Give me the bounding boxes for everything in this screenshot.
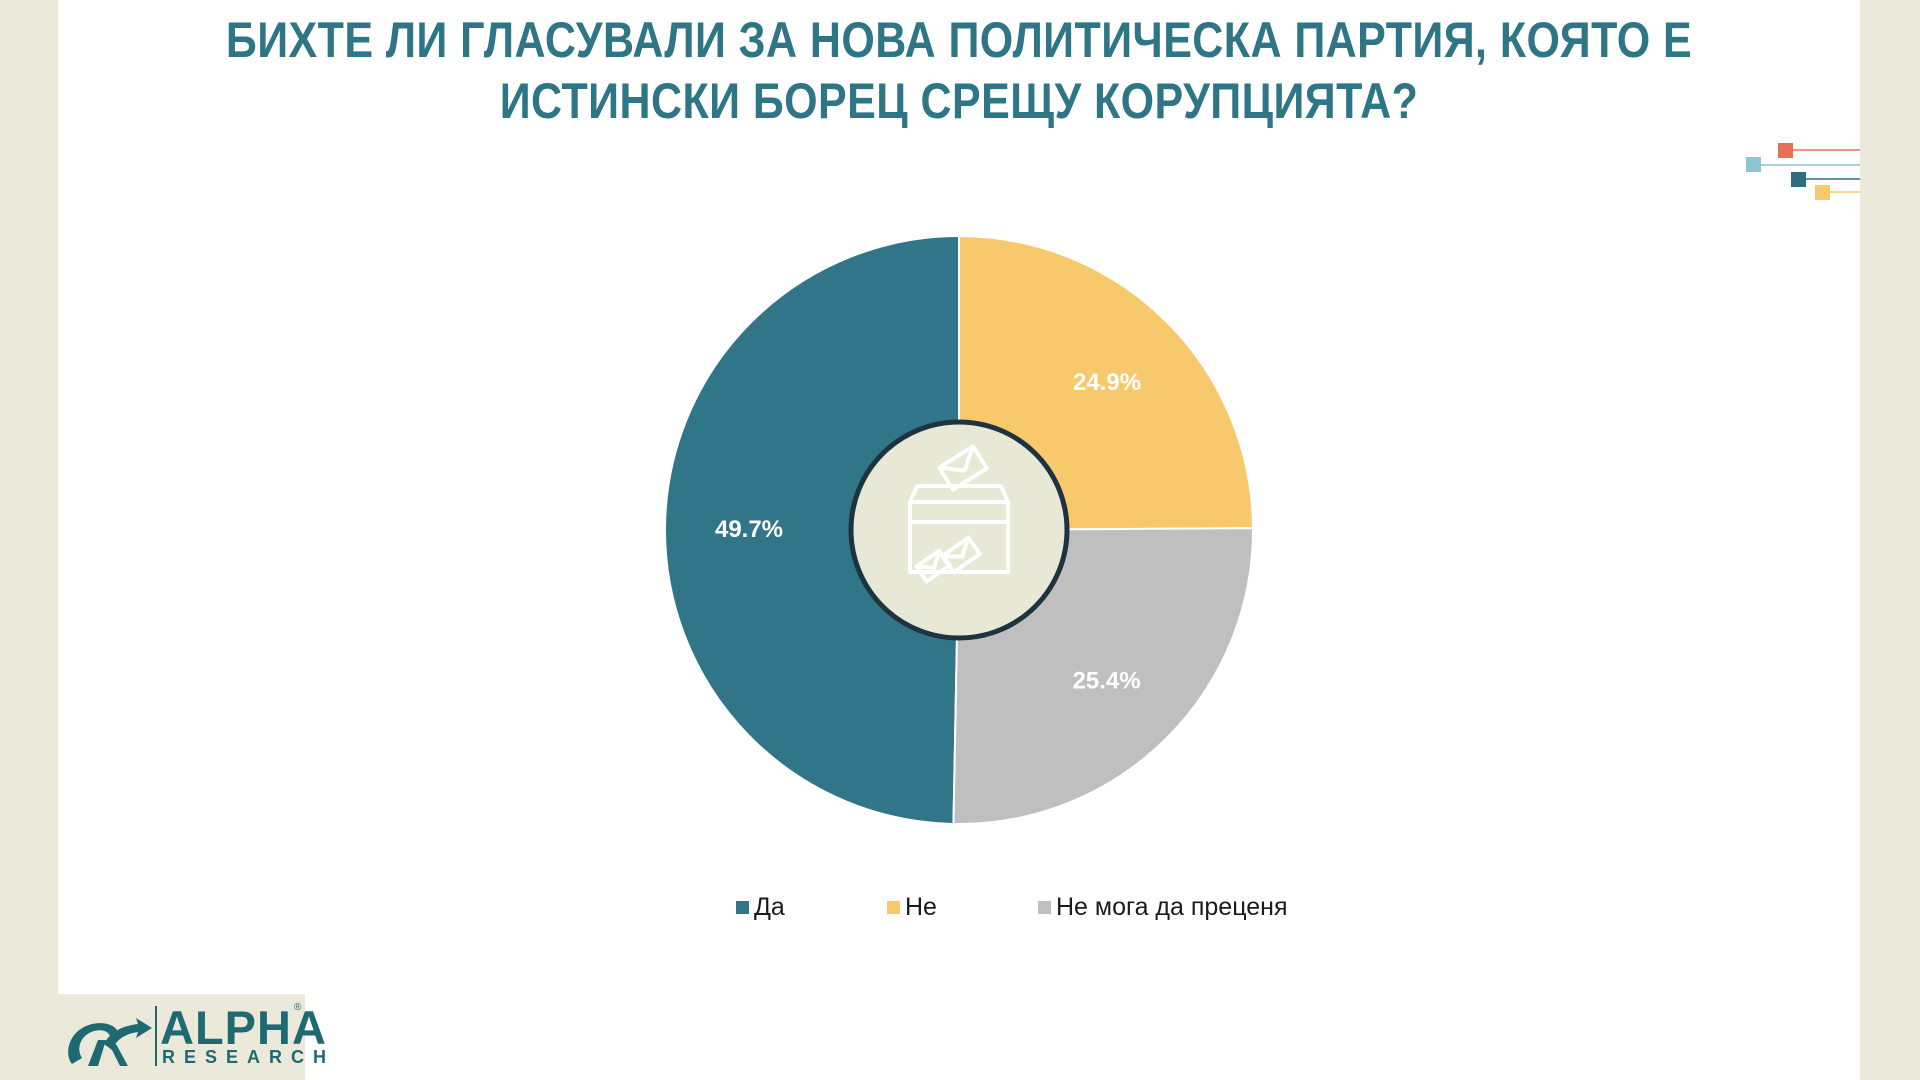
decor-square-1 — [1778, 143, 1793, 158]
legend-label-ne-moga: Не мога да преценя — [1056, 893, 1288, 921]
decor-square-4 — [1815, 185, 1830, 200]
alpha-research-logo: ALPHA ® RESEARCH — [58, 994, 326, 1080]
ballot-box-icon — [908, 444, 1010, 584]
legend-item-da: Да — [736, 893, 785, 922]
legend-swatch-da — [736, 901, 749, 914]
legend-swatch-ne — [887, 901, 900, 914]
decor-square-3 — [1791, 172, 1806, 187]
legend-label-da: Да — [754, 893, 785, 921]
logo-registered: ® — [294, 1002, 302, 1013]
data-label-ne-moga: 25.4% — [1073, 667, 1141, 694]
legend-swatch-ne-moga — [1038, 901, 1051, 914]
data-label-ne: 24.9% — [1073, 369, 1141, 396]
chart-data-labels: 49.7% 24.9% 25.4% — [715, 369, 1141, 694]
legend-label-ne: Не — [905, 893, 937, 921]
chart-title-line-1: БИХТЕ ЛИ ГЛАСУВАЛИ ЗА НОВА ПОЛИТИЧЕСКА П… — [225, 12, 1693, 68]
logo-divider — [155, 1006, 157, 1066]
chart-title: БИХТЕ ЛИ ГЛАСУВАЛИ ЗА НОВА ПОЛИТИЧЕСКА П… — [184, 10, 1734, 132]
donut-hole — [848, 419, 1070, 641]
data-label-da: 49.7% — [715, 516, 783, 543]
logo-subtitle: RESEARCH — [162, 1047, 336, 1067]
legend-item-ne: Не — [887, 893, 937, 922]
logo-brand: ALPHA — [160, 1001, 327, 1054]
chart-legend: Да Не Не мога да преценя — [58, 893, 1860, 923]
chart-center — [848, 419, 1070, 641]
legend-item-ne-moga: Не мога да преценя — [1038, 893, 1287, 922]
chart-title-line-2: ИСТИНСКИ БОРЕЦ СРЕЩУ КОРУПЦИЯТА? — [499, 73, 1419, 129]
pie-slice-da — [664, 234, 960, 825]
alpha-logo-mark-icon — [68, 1018, 152, 1066]
corner-decoration — [1746, 143, 1860, 200]
decor-square-2 — [1746, 157, 1761, 172]
